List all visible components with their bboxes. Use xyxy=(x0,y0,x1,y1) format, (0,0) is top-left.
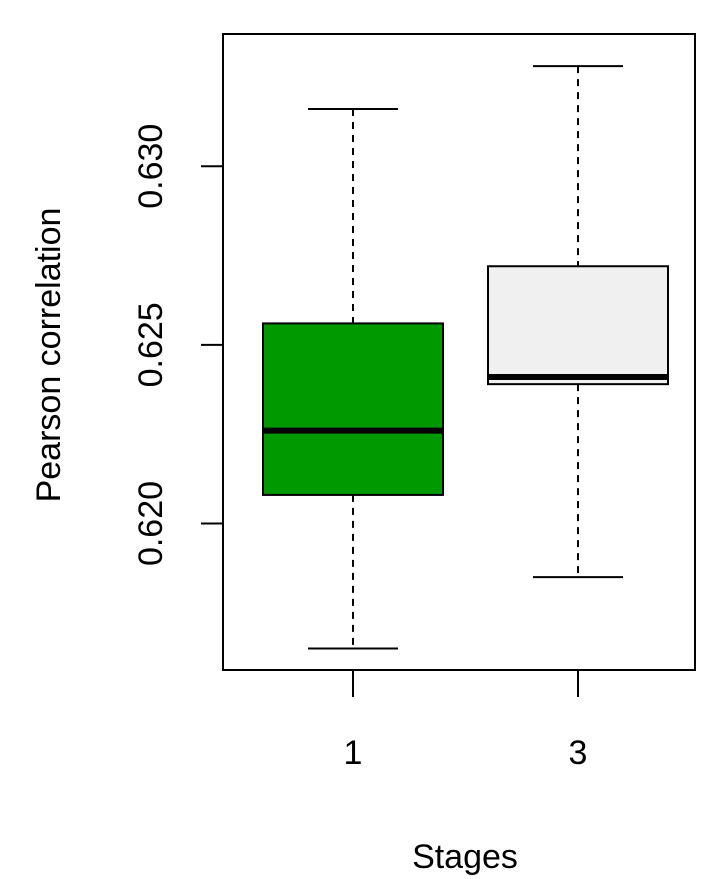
y-tick-label: 0.620 xyxy=(132,481,170,566)
y-tick-label: 0.625 xyxy=(132,302,170,387)
iqr-box xyxy=(262,322,444,496)
iqr-box xyxy=(487,265,669,386)
x-tick-label: 1 xyxy=(344,734,363,772)
box-1 xyxy=(262,108,444,650)
x-axis-title: Stages xyxy=(412,838,518,876)
box-3 xyxy=(487,65,669,579)
boxes xyxy=(262,65,669,650)
y-axis: 0.620 0.625 0.630 xyxy=(132,124,224,566)
y-axis-title: Pearson correlation xyxy=(30,208,68,503)
y-tick-label: 0.630 xyxy=(132,124,170,209)
x-tick-label: 3 xyxy=(569,734,588,772)
